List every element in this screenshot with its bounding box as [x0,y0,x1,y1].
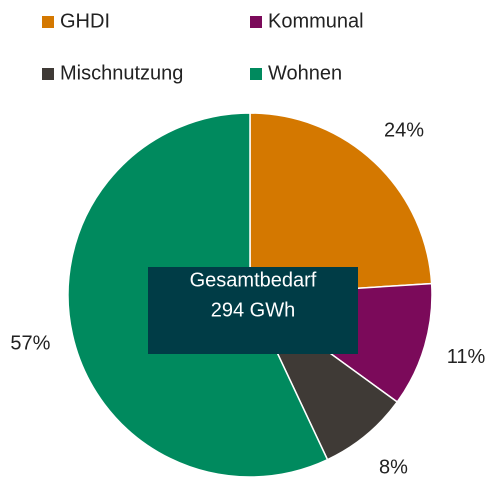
center-label: Gesamtbedarf [190,269,317,291]
center-label: 294 GWh [211,299,295,321]
legend-label: Wohnen [268,62,342,84]
legend-label: Mischnutzung [60,62,183,84]
data-label: 57% [10,332,50,354]
legend-swatch [250,68,262,80]
data-label: 8% [379,457,408,479]
data-label: 11% [447,346,486,368]
center-box [148,267,358,354]
legend-swatch [42,16,54,28]
pie-slice [249,112,433,296]
legend-label: Kommunal [268,10,364,32]
legend-swatch [42,68,54,80]
legend-swatch [250,16,262,28]
legend-label: GHDI [60,10,110,32]
data-label: 24% [384,119,424,141]
